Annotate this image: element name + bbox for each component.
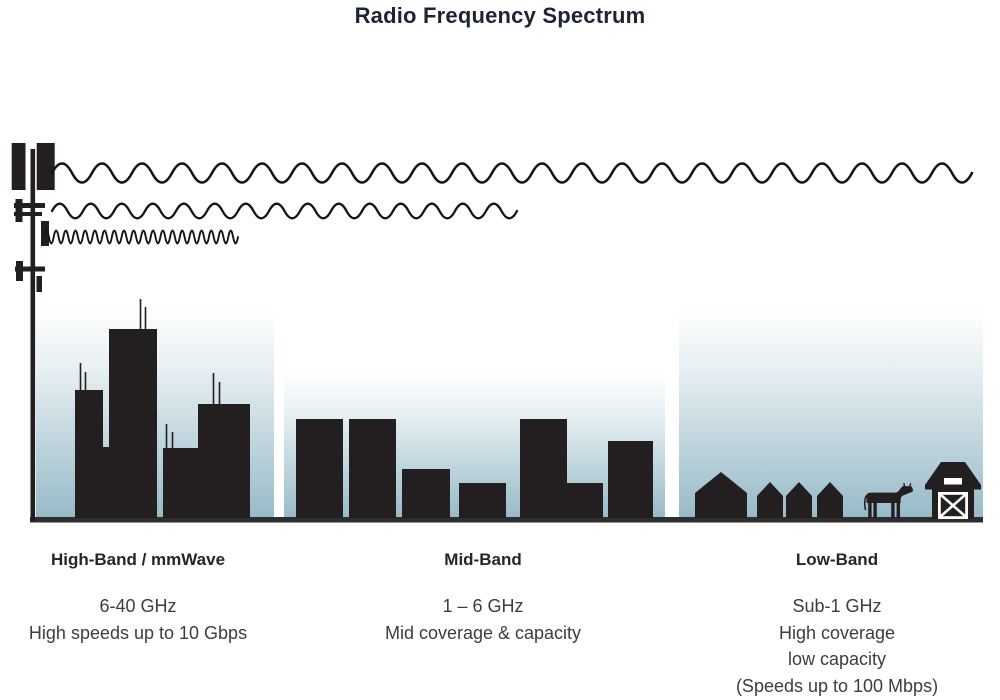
suburban-buildings <box>296 419 653 518</box>
radio-waves <box>43 162 974 245</box>
house-icon <box>757 482 783 518</box>
diagram-title: Radio Frequency Spectrum <box>354 3 646 28</box>
low-frequency-wave <box>50 162 974 184</box>
building <box>520 419 567 518</box>
skyscraper-cluster-right <box>163 404 250 518</box>
band-heading: High-Band / mmWave <box>50 550 226 569</box>
high-frequency-wave <box>43 229 239 245</box>
cell-tower-icon <box>11 143 55 521</box>
band-detail-line: 1 – 6 GHz <box>442 596 524 616</box>
band-detail-line: (Speeds up to 100 Mbps) <box>735 675 939 696</box>
band-detail-line: High speeds up to 10 Gbps <box>28 622 248 643</box>
building <box>402 469 450 518</box>
band-detail-line: low capacity <box>787 649 887 669</box>
city-skyline <box>75 299 250 518</box>
building <box>567 483 603 518</box>
house-icon <box>695 472 747 518</box>
ground-baseline <box>30 517 983 523</box>
band-detail-line: Sub-1 GHz <box>792 596 882 616</box>
building <box>608 441 653 518</box>
band-heading: Mid-Band <box>444 550 522 569</box>
cow-icon <box>863 482 913 518</box>
high-band-label-group: High-Band / mmWave 6-40 GHz High speeds … <box>8 549 268 646</box>
building <box>459 483 506 518</box>
low-band-label-group: Low-Band Sub-1 GHz High coverage low cap… <box>707 549 967 699</box>
rooftop-antennas <box>79 299 221 448</box>
mid-frequency-wave <box>50 202 519 220</box>
skyscraper-cluster-left <box>75 329 157 518</box>
house-icon <box>817 482 843 518</box>
band-detail-line: High coverage <box>778 622 896 643</box>
band-detail-line: 6-40 GHz <box>99 596 177 616</box>
band-detail-line: Mid coverage & capacity <box>384 622 582 643</box>
house-icon <box>786 482 812 518</box>
barn-icon <box>925 462 981 519</box>
rural-farm-scene <box>695 462 981 519</box>
mid-band-label-group: Mid-Band 1 – 6 GHz Mid coverage & capaci… <box>353 549 613 646</box>
building <box>349 419 396 518</box>
building <box>296 419 343 518</box>
band-heading: Low-Band <box>795 550 879 569</box>
